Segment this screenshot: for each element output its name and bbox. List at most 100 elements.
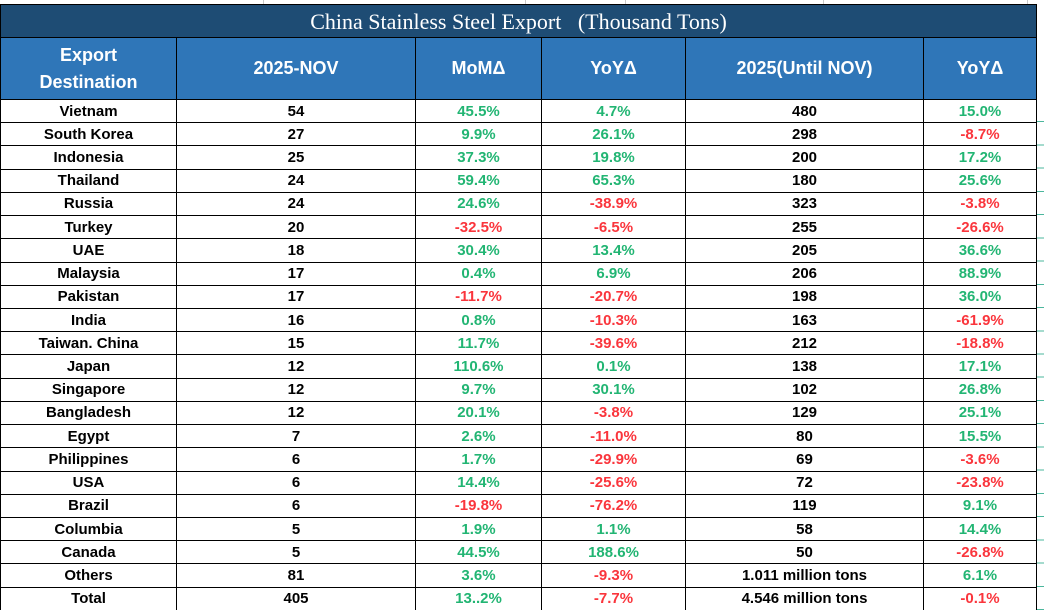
cell-yoy-delta[interactable]: 65.3%	[542, 169, 686, 193]
cell-2025-nov[interactable]: 12	[177, 378, 416, 402]
cell-yoy-delta[interactable]: -38.9%	[542, 192, 686, 217]
cell-2025-until-nov[interactable]: 80	[686, 425, 924, 449]
cell-2025-until-nov[interactable]: 119	[686, 494, 924, 518]
cell-ytd-yoy-delta[interactable]: -3.8%	[924, 192, 1037, 217]
cell-destination[interactable]: USA	[1, 471, 177, 495]
cell-2025-until-nov[interactable]: 180	[686, 169, 924, 193]
header-export-destination[interactable]: Export Destination	[1, 38, 177, 100]
cell-mom-delta[interactable]: 14.4%	[416, 471, 542, 495]
cell-ytd-yoy-delta[interactable]: -0.1%	[924, 587, 1037, 610]
cell-ytd-yoy-delta[interactable]: 26.8%	[924, 378, 1037, 402]
cell-2025-nov[interactable]: 81	[177, 564, 416, 588]
cell-yoy-delta[interactable]: -25.6%	[542, 471, 686, 495]
cell-destination[interactable]: Taiwan. China	[1, 332, 177, 356]
cell-ytd-yoy-delta[interactable]: 25.1%	[924, 401, 1037, 426]
cell-2025-nov[interactable]: 18	[177, 239, 416, 263]
cell-2025-until-nov[interactable]: 205	[686, 239, 924, 263]
cell-yoy-delta[interactable]: -6.5%	[542, 216, 686, 240]
cell-destination[interactable]: Bangladesh	[1, 401, 177, 426]
header-yoy-delta[interactable]: YoYΔ	[542, 38, 686, 100]
cell-ytd-yoy-delta[interactable]: 9.1%	[924, 494, 1037, 518]
cell-yoy-delta[interactable]: 19.8%	[542, 146, 686, 170]
cell-2025-until-nov[interactable]: 212	[686, 332, 924, 356]
cell-2025-until-nov[interactable]: 480	[686, 100, 924, 124]
cell-mom-delta[interactable]: 9.7%	[416, 378, 542, 402]
cell-mom-delta[interactable]: 11.7%	[416, 332, 542, 356]
cell-2025-nov[interactable]: 17	[177, 285, 416, 309]
cell-ytd-yoy-delta[interactable]: 15.5%	[924, 425, 1037, 449]
cell-2025-until-nov[interactable]: 102	[686, 378, 924, 402]
cell-ytd-yoy-delta[interactable]: -26.8%	[924, 541, 1037, 565]
cell-2025-nov[interactable]: 15	[177, 332, 416, 356]
cell-mom-delta[interactable]: 37.3%	[416, 146, 542, 170]
cell-mom-delta[interactable]: 110.6%	[416, 355, 542, 379]
cell-yoy-delta[interactable]: -11.0%	[542, 425, 686, 449]
cell-ytd-yoy-delta[interactable]: -8.7%	[924, 123, 1037, 147]
cell-2025-nov[interactable]: 54	[177, 100, 416, 124]
cell-destination[interactable]: Turkey	[1, 216, 177, 240]
cell-2025-until-nov[interactable]: 58	[686, 517, 924, 542]
cell-mom-delta[interactable]: -19.8%	[416, 494, 542, 518]
cell-yoy-delta[interactable]: -20.7%	[542, 285, 686, 309]
cell-ytd-yoy-delta[interactable]: -18.8%	[924, 332, 1037, 356]
cell-2025-until-nov[interactable]: 163	[686, 308, 924, 333]
cell-ytd-yoy-delta[interactable]: 88.9%	[924, 262, 1037, 286]
cell-destination[interactable]: Thailand	[1, 169, 177, 193]
cell-2025-nov[interactable]: 16	[177, 308, 416, 333]
cell-yoy-delta[interactable]: -39.6%	[542, 332, 686, 356]
cell-destination[interactable]: UAE	[1, 239, 177, 263]
cell-mom-delta[interactable]: 2.6%	[416, 425, 542, 449]
cell-destination[interactable]: Brazil	[1, 494, 177, 518]
cell-destination[interactable]: Philippines	[1, 448, 177, 472]
cell-2025-nov[interactable]: 17	[177, 262, 416, 286]
cell-ytd-yoy-delta[interactable]: -26.6%	[924, 216, 1037, 240]
cell-destination[interactable]: Columbia	[1, 517, 177, 542]
cell-ytd-yoy-delta[interactable]: 17.1%	[924, 355, 1037, 379]
cell-mom-delta[interactable]: 9.9%	[416, 123, 542, 147]
cell-mom-delta[interactable]: 0.4%	[416, 262, 542, 286]
cell-mom-delta[interactable]: 24.6%	[416, 192, 542, 217]
cell-destination[interactable]: Egypt	[1, 425, 177, 449]
cell-destination[interactable]: Indonesia	[1, 146, 177, 170]
cell-2025-nov[interactable]: 5	[177, 541, 416, 565]
cell-ytd-yoy-delta[interactable]: 25.6%	[924, 169, 1037, 193]
cell-yoy-delta[interactable]: -29.9%	[542, 448, 686, 472]
cell-yoy-delta[interactable]: 0.1%	[542, 355, 686, 379]
cell-2025-until-nov[interactable]: 69	[686, 448, 924, 472]
cell-ytd-yoy-delta[interactable]: 15.0%	[924, 100, 1037, 124]
cell-destination[interactable]: Pakistan	[1, 285, 177, 309]
cell-2025-nov[interactable]: 7	[177, 425, 416, 449]
cell-yoy-delta[interactable]: 26.1%	[542, 123, 686, 147]
cell-destination[interactable]: Canada	[1, 541, 177, 565]
cell-destination[interactable]: Russia	[1, 192, 177, 217]
cell-destination[interactable]: Others	[1, 564, 177, 588]
cell-mom-delta[interactable]: -32.5%	[416, 216, 542, 240]
cell-2025-until-nov[interactable]: 198	[686, 285, 924, 309]
cell-2025-nov[interactable]: 405	[177, 587, 416, 610]
cell-destination[interactable]: South Korea	[1, 123, 177, 147]
cell-2025-nov[interactable]: 6	[177, 448, 416, 472]
cell-2025-nov[interactable]: 6	[177, 471, 416, 495]
cell-mom-delta[interactable]: 20.1%	[416, 401, 542, 426]
cell-2025-until-nov[interactable]: 298	[686, 123, 924, 147]
cell-2025-until-nov[interactable]: 138	[686, 355, 924, 379]
cell-2025-nov[interactable]: 24	[177, 169, 416, 193]
cell-2025-nov[interactable]: 25	[177, 146, 416, 170]
cell-mom-delta[interactable]: 0.8%	[416, 308, 542, 333]
cell-2025-until-nov[interactable]: 4.546 million tons	[686, 587, 924, 610]
cell-2025-until-nov[interactable]: 323	[686, 192, 924, 217]
cell-2025-until-nov[interactable]: 206	[686, 262, 924, 286]
cell-ytd-yoy-delta[interactable]: 36.6%	[924, 239, 1037, 263]
cell-yoy-delta[interactable]: -9.3%	[542, 564, 686, 588]
cell-mom-delta[interactable]: 59.4%	[416, 169, 542, 193]
header-mom-delta[interactable]: MoMΔ	[416, 38, 542, 100]
cell-yoy-delta[interactable]: 13.4%	[542, 239, 686, 263]
cell-2025-nov[interactable]: 12	[177, 355, 416, 379]
cell-destination[interactable]: Total	[1, 587, 177, 610]
cell-mom-delta[interactable]: 44.5%	[416, 541, 542, 565]
cell-2025-nov[interactable]: 27	[177, 123, 416, 147]
cell-destination[interactable]: Japan	[1, 355, 177, 379]
cell-mom-delta[interactable]: -11.7%	[416, 285, 542, 309]
cell-yoy-delta[interactable]: 1.1%	[542, 517, 686, 542]
cell-yoy-delta[interactable]: -7.7%	[542, 587, 686, 610]
